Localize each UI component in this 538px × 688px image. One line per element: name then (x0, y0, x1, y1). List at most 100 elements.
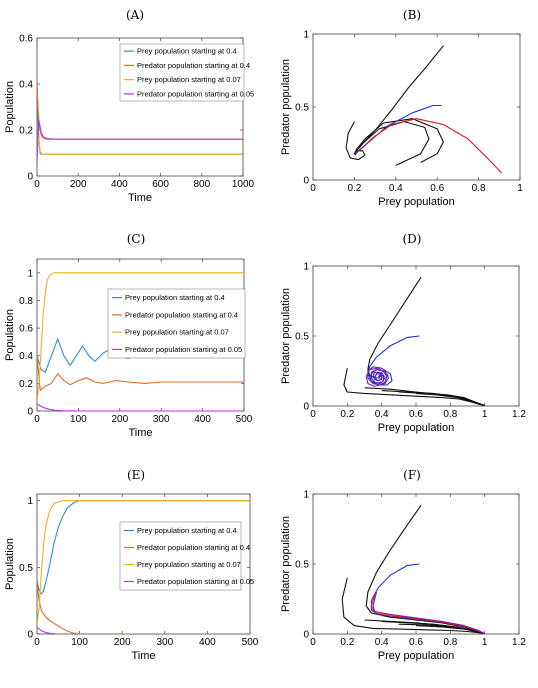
x-axis-label: Prey population (378, 650, 454, 662)
x-tick-label: 0 (310, 637, 316, 648)
x-tick-label: 400 (194, 414, 211, 425)
x-axis-label: Time (128, 427, 152, 439)
x-tick-label: 0.8 (443, 409, 457, 420)
y-tick-label: 1 (303, 262, 309, 273)
series-line-6 (415, 392, 485, 406)
y-tick-label: 1 (303, 30, 309, 41)
series-line-2 (343, 368, 485, 406)
legend-entry: Predator population starting at 0.4 (137, 543, 250, 552)
y-tick-label: 0.4 (19, 351, 33, 362)
series-line-2 (37, 355, 244, 391)
legend-entry: Predator population starting at 0.05 (137, 89, 254, 98)
panel-a: (A) 0 200 400 600 800 1000 0 0.2 0.4 0.6 Time Popula… (4, 8, 255, 204)
series-group (343, 276, 485, 406)
series-line-1 (353, 45, 444, 155)
axes-box (312, 33, 521, 181)
panel-d: (D) 0 0.2 0.4 0.6 0.8 1 1.2 0 0.5 1 Prey population… (280, 232, 526, 434)
y-axis-label: Population (4, 309, 16, 361)
legend-entry: Prey population starting at 0.07 (137, 75, 241, 84)
series-line-7 (370, 563, 485, 634)
legend-box (119, 43, 245, 102)
x-axis-label: Time (128, 192, 152, 204)
series-line-1 (367, 276, 422, 379)
y-tick-label: 1 (303, 490, 309, 501)
x-tick-label: 0.4 (389, 183, 403, 194)
legend-entry: Prey population starting at 0.07 (125, 328, 229, 337)
y-tick-label: 0.6 (19, 34, 33, 45)
x-tick-label: 500 (242, 637, 259, 648)
series-line-4 (37, 403, 244, 411)
x-tick-label: 800 (193, 179, 210, 190)
panel-c: (C) 0 100 200 300 400 500 0 0.2 0.4 0.6 0.8 1 Time Pop… (4, 232, 253, 439)
x-tick-label: 0.6 (430, 183, 444, 194)
x-tick-label: 0.8 (443, 637, 457, 648)
series-line-7 (367, 335, 420, 386)
y-tick-label: 0.6 (19, 324, 33, 335)
x-tick-label: 0 (34, 179, 40, 190)
axes-box (36, 37, 244, 177)
legend-entry: Prey population starting at 0.4 (125, 293, 225, 302)
panel-label: (D) (403, 232, 422, 246)
series-line-4 (37, 626, 250, 634)
x-tick-label: 0 (310, 183, 316, 194)
x-tick-label: 0.4 (375, 409, 389, 420)
x-tick-label: 1 (482, 409, 488, 420)
y-axis-label: Population (4, 538, 16, 590)
x-tick-label: 1 (482, 637, 488, 648)
panel-e: (E) 0 100 200 300 400 500 0 0.5 1 Time Population Pr… (4, 468, 259, 662)
x-axis-label: Prey population (378, 196, 454, 208)
x-axis-label: Prey population (378, 422, 454, 434)
y-tick-label: 0 (303, 402, 309, 413)
series-line-4 (381, 390, 485, 406)
y-tick-label: 0 (27, 407, 33, 418)
y-tick-label: 0.4 (19, 80, 33, 91)
y-tick-label: 1 (27, 496, 33, 507)
x-tick-label: 1.2 (512, 637, 526, 648)
y-tick-label: 0.5 (295, 560, 309, 571)
panel-b: (B) 0 0.2 0.4 0.6 0.8 1 0 0.5 1 Prey population Pre… (280, 8, 523, 208)
x-tick-label: 1.2 (512, 409, 526, 420)
series-line-4 (37, 120, 243, 165)
y-tick-label: 0 (27, 172, 33, 183)
series-line-4 (353, 118, 444, 163)
series-line-3 (353, 121, 430, 166)
x-tick-label: 1 (517, 183, 523, 194)
legend-box (119, 521, 242, 591)
series-line-6 (355, 118, 502, 174)
y-tick-label: 0.2 (19, 379, 33, 390)
x-tick-label: 100 (70, 414, 87, 425)
legend-box (107, 288, 246, 359)
x-tick-label: 0 (310, 409, 316, 420)
legend-entry: Predator population starting at 0.05 (137, 577, 254, 586)
legend: Prey population starting at 0.4 Predator … (119, 43, 254, 102)
y-tick-label: 0.2 (19, 126, 33, 137)
panel-label: (E) (127, 468, 145, 482)
y-axis-label: Predator population (280, 288, 292, 384)
x-tick-label: 100 (71, 637, 88, 648)
legend-entry: Prey population starting at 0.4 (137, 47, 237, 56)
series-line-2 (341, 577, 485, 634)
y-tick-label: 0 (27, 630, 33, 641)
series-group (37, 83, 243, 165)
panel-label: (B) (403, 8, 421, 22)
x-tick-label: 0.2 (340, 637, 354, 648)
panel-label: (F) (403, 468, 421, 482)
x-tick-label: 400 (199, 637, 216, 648)
x-axis-label: Time (131, 650, 155, 662)
legend-entry: Prey population starting at 0.4 (137, 526, 237, 535)
legend: Prey population starting at 0.4 Predator … (119, 521, 254, 591)
series-line-5 (398, 391, 485, 406)
legend-entry: Predator population starting at 0.4 (137, 61, 250, 70)
legend-entry: Predator population starting at 0.05 (125, 345, 242, 354)
y-tick-label: 0.8 (19, 296, 33, 307)
y-axis-label: Predator population (280, 516, 292, 612)
x-tick-label: 600 (152, 179, 169, 190)
series-line-2 (37, 580, 250, 634)
x-tick-label: 0.8 (472, 183, 486, 194)
x-tick-label: 0 (34, 414, 40, 425)
x-tick-label: 400 (111, 179, 128, 190)
x-tick-label: 0.6 (409, 409, 423, 420)
y-axis-label: Predator population (280, 59, 292, 155)
x-tick-label: 0.6 (409, 637, 423, 648)
